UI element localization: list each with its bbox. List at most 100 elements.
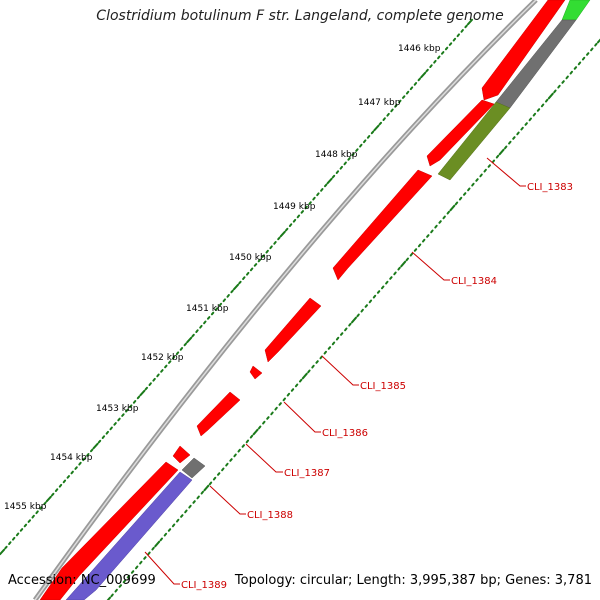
outer-track-dot-112 — [31, 514, 35, 519]
outer-track-dot-60 — [233, 283, 239, 291]
outer-track-dot-3 — [456, 33, 460, 38]
outer-track-dot-108 — [45, 495, 52, 503]
outer-track-dot-11 — [425, 68, 429, 73]
gene-label-cli-1385: CLI_1385 — [360, 381, 406, 392]
outer-track-dot-95 — [97, 439, 102, 444]
tick-label-1450: 1450 kbp — [229, 253, 272, 263]
outer-track-dot-27 — [363, 139, 367, 144]
outer-track-dot-24 — [373, 124, 380, 132]
inner-track-dot-6 — [573, 66, 578, 70]
inner-track-dot-107 — [159, 537, 163, 542]
inner-track-dot-79 — [274, 406, 278, 411]
outer-track-dot-0 — [467, 18, 473, 26]
inner-track-dot-20 — [516, 131, 520, 136]
reverse-strand-genes — [65, 0, 591, 600]
inner-track-dot-25 — [495, 154, 500, 159]
outer-track-dot-83 — [144, 386, 148, 391]
inner-track-dot-91 — [225, 462, 229, 467]
inner-track-dot-104 — [171, 523, 176, 528]
outer-track-dot-80 — [156, 373, 160, 378]
outer-track-dot-86 — [132, 400, 137, 404]
tick-label-1453: 1453 kbp — [96, 404, 139, 414]
outer-track-dot-44 — [296, 214, 301, 219]
inner-track-dot-83 — [258, 425, 262, 430]
inner-track-dot-63 — [340, 332, 344, 336]
inner-track-dot-100 — [188, 504, 192, 509]
outer-track-dot-49 — [277, 236, 281, 241]
inner-track-dot-96 — [203, 484, 210, 492]
outer-track-dot-96 — [92, 442, 99, 450]
inner-track-dot-35 — [454, 201, 459, 206]
inner-track-dot-1 — [594, 42, 598, 47]
inner-track-dot-76 — [286, 392, 291, 397]
inner-track-dot-16 — [532, 112, 537, 117]
inner-track-dot-117 — [118, 584, 122, 588]
tick-label-1451: 1451 kbp — [186, 304, 229, 314]
outer-track-dot-65 — [214, 307, 219, 311]
inner-track-dot-10 — [557, 84, 561, 89]
inner-track-dot-70 — [311, 364, 315, 369]
outer-track-dot-33 — [339, 165, 343, 170]
inner-track-dot-88 — [237, 448, 241, 453]
outer-track-dot-42 — [304, 205, 308, 210]
outer-track-dot-101 — [74, 466, 78, 470]
inner-track-dot-67 — [323, 350, 327, 355]
outer-track-dot-15 — [409, 86, 414, 91]
gene-label-cli-1389: CLI_1389 — [181, 580, 227, 591]
inner-track-dot-38 — [442, 215, 446, 220]
inner-track-dot-8 — [565, 75, 569, 80]
tick-label-1447: 1447 kbp — [358, 98, 401, 108]
outer-track-dot-31 — [347, 157, 351, 161]
inner-track-dot-119 — [110, 593, 114, 598]
outer-track-dot-53 — [261, 254, 265, 258]
outer-track-dot-57 — [246, 271, 250, 276]
outer-track-dot-21 — [386, 112, 390, 117]
outer-track-dot-107 — [51, 492, 55, 497]
inner-track-dot-24 — [498, 148, 505, 156]
inner-track-dot-103 — [176, 518, 180, 523]
outer-track-dot-67 — [207, 316, 211, 320]
inner-track-dot-59 — [356, 313, 360, 318]
inner-track-dot-99 — [192, 500, 196, 504]
gene-reverse-lightgreen — [561, 0, 591, 21]
map-title: Clostridium botulinum F str. Langeland, … — [96, 8, 504, 24]
outer-track-dot-94 — [101, 435, 106, 439]
inner-track-dot-75 — [290, 388, 295, 392]
callout-line-cli-1384 — [411, 251, 450, 281]
gene-forward-2 — [426, 99, 495, 167]
callout-line-cli-1383 — [486, 157, 526, 187]
gene-forward-4 — [264, 297, 322, 363]
inner-track-dot-36 — [449, 204, 456, 212]
inner-track-dot-46 — [409, 252, 414, 257]
inner-track-dot-57 — [364, 304, 368, 308]
outer-track-dot-100 — [78, 461, 82, 466]
outer-track-dot-23 — [378, 121, 382, 126]
inner-track-dot-71 — [307, 369, 311, 374]
outer-track-dot-1 — [464, 24, 468, 29]
outer-track-dot-30 — [351, 152, 355, 157]
inner-track-dot-61 — [348, 322, 352, 327]
outer-track-dot-102 — [70, 470, 74, 475]
gene-forward-6 — [196, 391, 241, 437]
gene-forward-5 — [249, 365, 263, 380]
inner-track-dot-69 — [315, 360, 319, 364]
outer-track-dot-8 — [437, 55, 441, 60]
inner-track-dot-11 — [553, 89, 557, 94]
outer-track-dot-113 — [27, 519, 31, 523]
outer-track-dot-71 — [191, 333, 195, 338]
inner-track-dot-85 — [249, 434, 254, 439]
inner-track-dot-113 — [135, 565, 139, 570]
inner-track-dot-112 — [139, 560, 143, 565]
outer-track-dot-52 — [265, 249, 269, 254]
outer-track-dot-87 — [129, 404, 133, 409]
inner-track-dot-93 — [217, 472, 221, 476]
outer-track-dot-76 — [171, 355, 176, 360]
inner-track-dot-106 — [163, 532, 168, 537]
inner-track-dot-58 — [360, 308, 364, 313]
inner-track-dot-89 — [233, 453, 237, 458]
gene-callout-lines — [144, 157, 526, 585]
outer-track-dot-13 — [417, 77, 421, 82]
outer-track-dot-51 — [269, 245, 273, 250]
tick-label-1448: 1448 kbp — [315, 150, 358, 160]
